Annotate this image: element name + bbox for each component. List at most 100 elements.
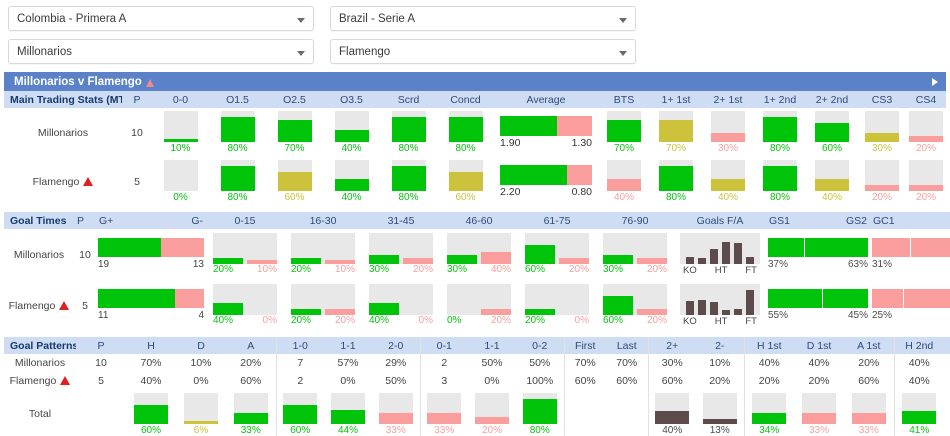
mts-col-1p1st: 1+ 1st (650, 91, 702, 108)
period-against-label: 40% (490, 264, 511, 275)
goals-for-value: 11 (98, 310, 109, 321)
gc-split-cell: 31%69% (870, 229, 950, 280)
bar-label: 33% (240, 424, 261, 436)
mts-stat-cell: 60% (437, 157, 494, 206)
bar-label: 80% (455, 143, 476, 154)
period-against-fill (637, 308, 667, 315)
stat-bar-cell: 80% (211, 160, 264, 203)
goal-period-cell: 60% 20% (518, 229, 596, 280)
histogram-bar (698, 300, 706, 315)
period-for-label: 60% (603, 315, 624, 326)
mts-section-label: Main Trading Stats (MTS) (4, 91, 122, 108)
mts-stat-cell: 40% (702, 157, 754, 206)
period-labels: 0% 20% (447, 315, 511, 327)
period-against-fill (403, 257, 433, 264)
histogram-tick-label: KO (683, 316, 697, 327)
stat-bar-cell: 41% (897, 392, 943, 436)
bar-label: 0% (173, 192, 188, 203)
chevron-down-icon[interactable] (619, 50, 627, 56)
period-against-fill (247, 260, 277, 264)
period-for-fill (213, 302, 243, 315)
bar-track (277, 160, 312, 191)
total-spacer (76, 390, 126, 436)
bar-track (802, 392, 836, 424)
stat-bar-cell: 70% (268, 111, 321, 154)
period-bars: 60% 20% (598, 284, 672, 327)
period-against-half (325, 284, 355, 315)
gt-col-gs1: GS1 (769, 214, 791, 227)
home-league-select[interactable]: Colombia - Primera A (8, 6, 314, 31)
period-for-label: 40% (369, 315, 390, 326)
mts-col-2p2nd: 2+ 2nd (806, 91, 858, 108)
bar-track (872, 289, 950, 308)
period-labels: 40% 0% (369, 315, 433, 327)
home-team-select[interactable]: Millonarios (8, 39, 314, 64)
gc2-fill (903, 289, 950, 308)
table-row: Millonarios 10 19 13 20% 10% 20% 10% 30% 20% 30% 40… (4, 229, 950, 280)
bar-fill (220, 166, 255, 191)
period-for-label: 60% (525, 264, 546, 275)
bar-fill (815, 178, 849, 191)
match-title-bar[interactable]: Millonarios v Flamengo (4, 72, 946, 91)
gs-split-bar: 55% 45% (768, 289, 868, 322)
gp-value-cell: 40% (893, 354, 944, 372)
away-league-select[interactable]: Brazil - Serie A (330, 6, 636, 31)
bar-track (763, 111, 797, 142)
stat-bar-cell: 80% (211, 111, 264, 154)
goals-labels: 11 4 (98, 308, 204, 322)
bar-label: 6% (193, 424, 209, 436)
period-against-label: 0% (574, 315, 589, 326)
team-name-label: Millonarios (14, 357, 66, 369)
stat-bar-cell: 10% (154, 111, 207, 154)
bar-fill (607, 178, 641, 191)
period-for-label: 20% (525, 315, 546, 326)
expand-right-icon[interactable] (932, 77, 938, 86)
stat-bar-cell: 34% (747, 392, 793, 436)
bar-track (334, 160, 369, 191)
mts-stat-cell: 80% (437, 108, 494, 157)
bar-track (607, 111, 641, 142)
gp-col-h-2nd: H 2nd (893, 337, 944, 354)
gp-total-cell: 44% (324, 390, 372, 436)
stat-bar-cell: 60% (439, 160, 492, 203)
chevron-down-icon[interactable] (297, 50, 305, 56)
gs1-value: 37% (768, 259, 789, 270)
period-against-fill (325, 308, 355, 315)
goal-period-cell: 30% 40% (440, 229, 518, 280)
bar-track (659, 160, 693, 191)
bar-label: 80% (227, 192, 248, 203)
mts-stat-cell: 30% (702, 108, 754, 157)
period-for-fill (525, 245, 555, 264)
gp-value-cell: 20% (858, 357, 880, 369)
gp-col-a-1st: A 1st (844, 337, 894, 354)
stat-bar-cell: 33% (423, 392, 467, 436)
goals-against-fill (175, 289, 204, 308)
average-for-value: 1.90 (500, 136, 521, 149)
bar-label: 60% (290, 424, 311, 436)
mts-col-cs4: CS4 (906, 91, 946, 108)
away-team-select[interactable]: Flamengo (330, 39, 636, 64)
gp-value-cell: 60% (647, 372, 696, 390)
bar-label: 40% (717, 192, 738, 203)
period-against-fill (481, 308, 511, 315)
team-name-label: Flamengo (9, 375, 57, 387)
gp-section-label: Goal Patterns (4, 337, 76, 354)
chevron-down-icon[interactable] (297, 17, 305, 23)
played-count: 5 (98, 375, 104, 387)
period-against-label: 20% (568, 264, 589, 275)
period-for-half (447, 233, 477, 264)
bar-track (815, 111, 849, 142)
bar-label: 33% (858, 424, 879, 436)
bar-fill (283, 404, 318, 424)
period-against-label: 10% (334, 264, 355, 275)
bar-track (702, 392, 737, 424)
mts-stat-cell: 80% (754, 157, 806, 206)
bar-fill (815, 123, 849, 142)
chevron-down-icon[interactable] (619, 17, 627, 23)
period-bars: 60% 20% (520, 233, 594, 276)
gp-value-cell: 70% (563, 354, 606, 372)
gp-value-cell: 60% (858, 375, 880, 387)
goals-for-fill (98, 289, 176, 308)
bar-track (213, 233, 277, 264)
bar-label: 40% (821, 192, 842, 203)
